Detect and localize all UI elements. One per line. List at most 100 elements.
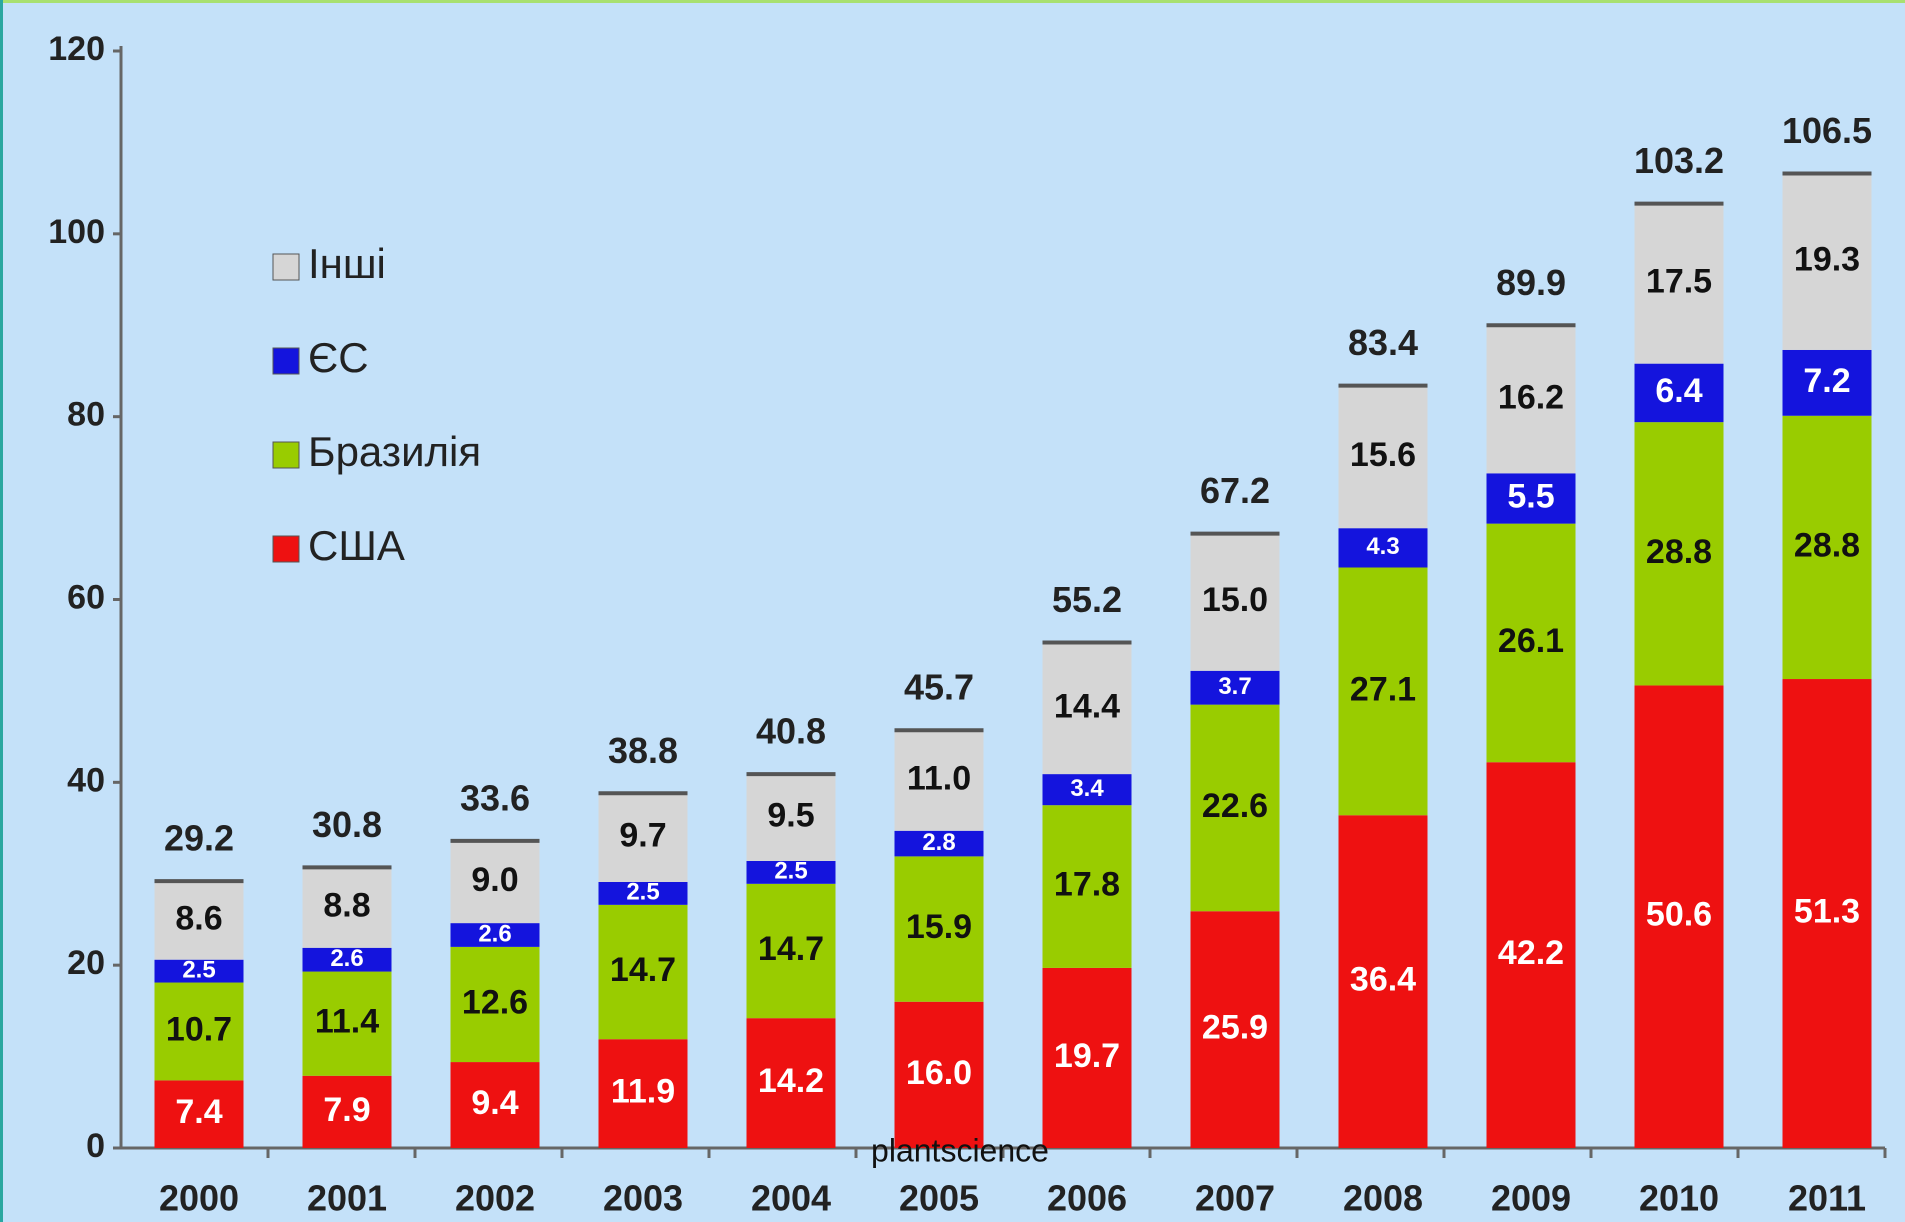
bar-segment: [1042, 967, 1132, 1148]
value-label: 26.1: [1498, 622, 1564, 660]
value-label: 28.8: [1646, 533, 1712, 571]
x-tick-label: 2002: [455, 1178, 535, 1219]
bar-segment: [1782, 679, 1872, 1148]
bar-segment: [894, 730, 984, 831]
bar-segment: [302, 1075, 392, 1148]
value-label: 19.7: [1054, 1037, 1120, 1075]
bar-segment: [1190, 533, 1280, 671]
value-label: 25.9: [1202, 1009, 1268, 1047]
total-label: 30.8: [312, 804, 382, 845]
value-label: 2.5: [626, 879, 659, 906]
bar-segment: [1486, 473, 1576, 524]
value-label: 9.0: [471, 861, 518, 899]
bar-segment: [1338, 567, 1428, 816]
legend-label: США: [308, 522, 405, 569]
bar-segment: [598, 1039, 688, 1148]
value-label: 11.0: [907, 759, 971, 797]
left-border: [0, 0, 3, 1222]
value-label: 3.7: [1218, 673, 1251, 700]
value-label: 2.6: [330, 945, 363, 972]
value-label: 9.5: [767, 797, 814, 835]
bar-segment: [598, 904, 688, 1040]
value-label: 3.4: [1070, 775, 1104, 802]
value-label: 9.4: [471, 1084, 518, 1122]
x-tick-label: 2010: [1639, 1178, 1719, 1219]
x-tick-label: 2000: [159, 1178, 239, 1219]
total-label: 89.9: [1496, 262, 1566, 303]
value-label: 15.0: [1202, 581, 1268, 619]
value-label: 19.3: [1794, 241, 1860, 279]
value-label: 22.6: [1202, 787, 1268, 825]
bar-segment: [1634, 685, 1724, 1148]
y-tick-label: 60: [67, 578, 105, 616]
y-tick-label: 40: [67, 761, 105, 799]
bar-segment: [1634, 363, 1724, 423]
bar-segment: [746, 774, 836, 861]
value-label: 17.8: [1054, 866, 1120, 904]
legend-label: Інші: [308, 240, 386, 287]
bar-segment: [598, 881, 688, 905]
top-border: [0, 0, 1905, 3]
total-label: 103.2: [1634, 140, 1724, 181]
y-tick-label: 120: [48, 30, 105, 68]
bar-segment: [450, 946, 540, 1063]
value-label: 4.3: [1366, 533, 1399, 560]
value-label: 8.8: [323, 887, 370, 925]
x-tick-label: 2004: [751, 1178, 831, 1219]
bar-segment: [1042, 805, 1132, 968]
total-label: 29.2: [164, 818, 234, 859]
bar-segment: [1190, 911, 1280, 1148]
value-label: 9.7: [619, 817, 666, 855]
bar-segment: [450, 923, 540, 947]
bar-segment: [1338, 528, 1428, 568]
value-label: 51.3: [1794, 893, 1860, 931]
value-label: 11.9: [611, 1073, 675, 1111]
bar-segment: [450, 1062, 540, 1148]
bar-segment: [1042, 642, 1132, 775]
x-tick-label: 2003: [603, 1178, 683, 1219]
value-label: 2.8: [922, 829, 955, 856]
value-label: 7.4: [175, 1093, 222, 1131]
value-label: 17.5: [1646, 263, 1712, 301]
x-tick-label: 2001: [307, 1178, 387, 1219]
value-label: 14.4: [1054, 687, 1120, 725]
value-label: 36.4: [1350, 961, 1416, 999]
bar-segment: [1190, 670, 1280, 705]
value-label: 27.1: [1350, 670, 1416, 708]
value-label: 15.6: [1350, 436, 1416, 474]
legend-label: ЄС: [308, 334, 369, 381]
value-label: 12.6: [462, 983, 528, 1021]
value-label: 6.4: [1655, 372, 1702, 410]
total-label: 45.7: [904, 667, 974, 708]
total-label: 55.2: [1052, 579, 1122, 620]
x-tick-label: 2008: [1343, 1178, 1423, 1219]
x-tick-label: 2011: [1788, 1178, 1866, 1219]
x-tick-label: 2007: [1195, 1178, 1275, 1219]
bar-segment: [894, 856, 984, 1002]
bar-segment: [894, 830, 984, 857]
value-label: 7.9: [323, 1091, 370, 1129]
bar-segment: [746, 883, 836, 1019]
bar-segment: [1338, 815, 1428, 1148]
y-tick-label: 20: [67, 944, 105, 982]
bar-segment: [450, 840, 540, 924]
value-label: 8.6: [175, 899, 222, 937]
bar-segment: [1634, 203, 1724, 364]
value-label: 14.7: [610, 951, 676, 989]
value-label: 16.0: [906, 1054, 972, 1092]
total-label: 40.8: [756, 711, 826, 752]
legend-swatch: [272, 535, 300, 563]
legend-label: Бразилія: [308, 428, 481, 475]
bar-segment: [1782, 349, 1872, 416]
bar-segment: [1042, 774, 1132, 806]
value-label: 2.6: [478, 920, 511, 947]
bar-segment: [1634, 422, 1724, 686]
value-label: 2.5: [774, 858, 807, 885]
bar-segment: [894, 1001, 984, 1148]
bar-segment: [1486, 523, 1576, 763]
bar-segment: [598, 793, 688, 882]
y-tick-label: 80: [67, 396, 105, 434]
value-label: 5.5: [1507, 477, 1554, 515]
value-label: 42.2: [1498, 934, 1564, 972]
